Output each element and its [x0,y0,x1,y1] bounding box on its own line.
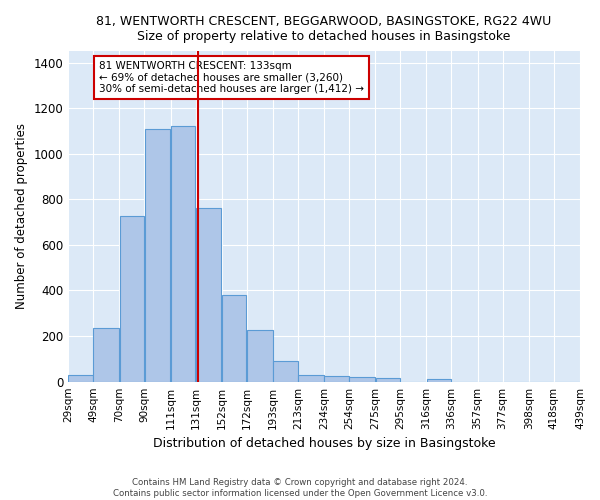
X-axis label: Distribution of detached houses by size in Basingstoke: Distribution of detached houses by size … [153,437,496,450]
Bar [427,380,451,382]
Bar [196,208,221,382]
Bar [376,378,400,382]
Bar [68,375,93,382]
Bar [247,330,272,382]
Y-axis label: Number of detached properties: Number of detached properties [15,124,28,310]
Text: Contains HM Land Registry data © Crown copyright and database right 2024.
Contai: Contains HM Land Registry data © Crown c… [113,478,487,498]
Title: 81, WENTWORTH CRESCENT, BEGGARWOOD, BASINGSTOKE, RG22 4WU
Size of property relat: 81, WENTWORTH CRESCENT, BEGGARWOOD, BASI… [97,15,552,43]
Bar [119,216,144,382]
Bar [171,126,195,382]
Bar [273,361,298,382]
Bar [298,375,324,382]
Text: 81 WENTWORTH CRESCENT: 133sqm
← 69% of detached houses are smaller (3,260)
30% o: 81 WENTWORTH CRESCENT: 133sqm ← 69% of d… [99,61,364,94]
Bar [145,128,170,382]
Bar [349,377,375,382]
Bar [325,376,349,382]
Bar [222,295,247,382]
Bar [94,328,119,382]
